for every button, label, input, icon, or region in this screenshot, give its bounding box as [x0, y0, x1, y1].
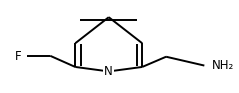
Text: NH₂: NH₂ [212, 59, 235, 72]
Text: F: F [15, 50, 21, 63]
Text: N: N [104, 65, 113, 78]
